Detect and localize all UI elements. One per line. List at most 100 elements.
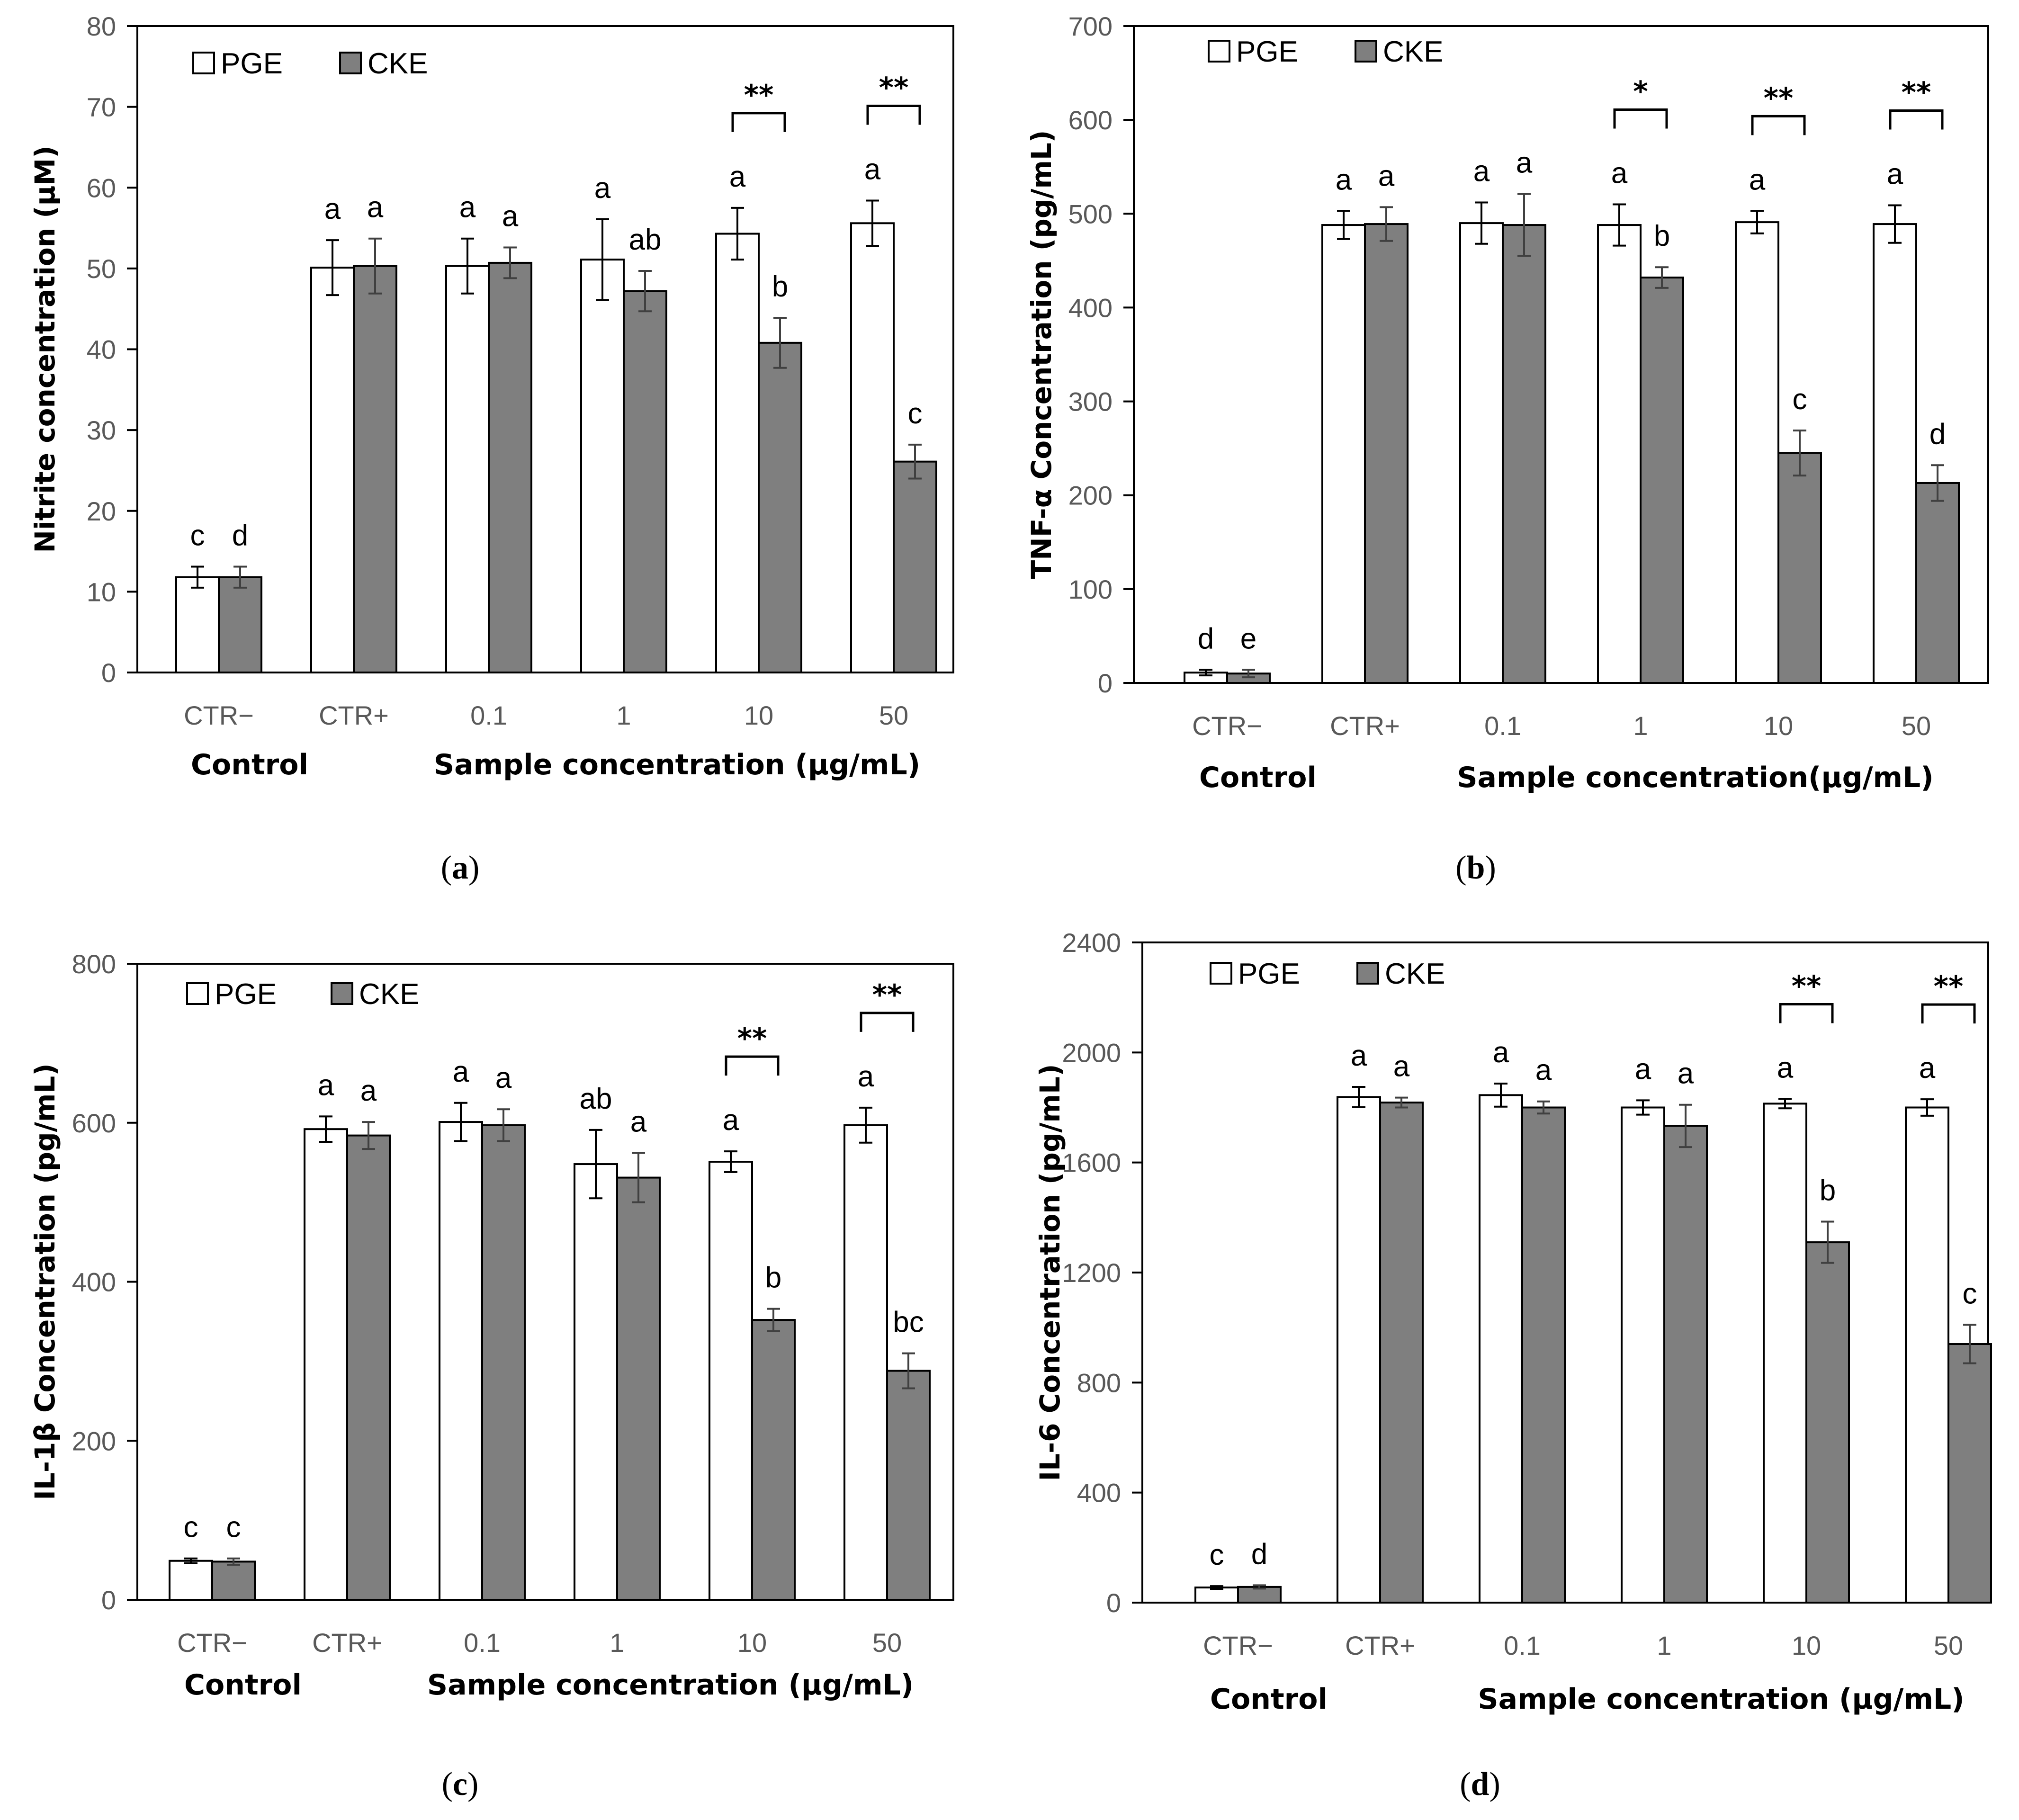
- significance-bracket: [731, 112, 786, 132]
- bar-pge: [175, 576, 220, 673]
- significance-letter: a: [630, 1106, 647, 1139]
- significance-letter: b: [772, 270, 788, 303]
- x-tick-label: 1: [616, 700, 631, 730]
- bar-pge: [169, 1560, 213, 1601]
- significance-letter: d: [232, 519, 248, 552]
- x-tick-label: 1: [1657, 1631, 1671, 1660]
- chart-panel-b: 0 100 200 300 400 500 600 700 TNF-α Concentratio…: [1025, 11, 1989, 886]
- significance-letter: b: [1820, 1174, 1836, 1207]
- bar-pge: [1735, 221, 1779, 684]
- legend-swatch-cke: [1355, 40, 1377, 63]
- bar-pge: [1321, 224, 1366, 684]
- significance-letter: bc: [893, 1306, 924, 1339]
- significance-letter: a: [1919, 1052, 1936, 1085]
- x-tick-label: 0.1: [464, 1628, 501, 1658]
- y-tick-label: 800: [72, 949, 116, 979]
- significance-letter: a: [318, 1069, 334, 1102]
- bar-pge: [709, 1161, 753, 1601]
- bar-cke: [893, 460, 937, 673]
- significance-letter: ab: [629, 224, 662, 256]
- panel-label-open: (: [441, 850, 452, 886]
- x-tick-label: 10: [737, 1628, 767, 1658]
- legend-swatch-pge: [192, 52, 215, 74]
- panel-label-letter: b: [1467, 850, 1485, 886]
- legend-swatch-cke: [1356, 962, 1379, 985]
- x-tick-label: 10: [744, 700, 773, 730]
- significance-letter: a: [1336, 163, 1352, 196]
- y-tick-label: 1600: [1062, 1148, 1121, 1178]
- panel-label-open: (: [442, 1766, 453, 1802]
- y-tick-label: 2400: [1062, 928, 1121, 958]
- y-tick-label: 60: [87, 173, 116, 203]
- y-tick-label: 600: [1068, 105, 1113, 135]
- y-tick-label: 20: [87, 496, 116, 526]
- significance-letter: c: [190, 519, 205, 552]
- bar-cke: [218, 576, 262, 673]
- significance-letter: a: [1493, 1036, 1509, 1069]
- legend-label-pge: PGE: [1238, 958, 1300, 990]
- significance-letter: a: [723, 1104, 739, 1137]
- y-tick-label: 800: [1077, 1368, 1121, 1398]
- significance-letter: e: [1240, 622, 1256, 655]
- significance-bracket: [1921, 1003, 1976, 1024]
- legend-swatch-cke: [331, 982, 353, 1005]
- significance-bracket: [1751, 115, 1806, 135]
- significance-stars: **: [737, 1022, 767, 1055]
- significance-letter: a: [502, 200, 519, 233]
- panel-label-letter: c: [453, 1766, 467, 1802]
- panel-label: (a): [441, 850, 480, 886]
- y-tick-label: 40: [87, 335, 116, 365]
- y-tick-label: 400: [1077, 1478, 1121, 1508]
- legend-label-pge: PGE: [1236, 36, 1298, 68]
- x-tick-label: 0.1: [470, 700, 507, 730]
- significance-letter: a: [1351, 1040, 1367, 1072]
- x-tick-label: 1: [610, 1628, 624, 1658]
- bar-pge: [439, 1121, 483, 1601]
- bar-pge: [715, 233, 760, 674]
- bar-pge: [1905, 1106, 1949, 1604]
- group-label-control: Control: [191, 748, 308, 781]
- significance-bracket: [725, 1055, 780, 1076]
- y-tick-label: 200: [72, 1426, 116, 1456]
- bar-cke: [758, 341, 802, 673]
- bar-pge: [1621, 1106, 1665, 1604]
- significance-stars: **: [1934, 970, 1964, 1003]
- significance-letter: c: [1793, 383, 1807, 416]
- significance-letter: a: [1378, 160, 1395, 192]
- significance-letter: a: [459, 191, 476, 224]
- bar-cke: [481, 1124, 526, 1601]
- significance-letter: a: [453, 1056, 469, 1088]
- x-tick-label: CTR+: [1345, 1631, 1415, 1660]
- significance-letter: a: [864, 153, 881, 186]
- x-tick-label: CTR−: [1203, 1631, 1273, 1660]
- y-tick-label: 200: [1068, 481, 1113, 511]
- bar-cke: [1379, 1102, 1424, 1604]
- panel-label: (c): [442, 1766, 479, 1802]
- significance-stars: **: [1792, 969, 1822, 1003]
- y-axis-title: TNF-α Concentration (pg/mL): [1025, 130, 1058, 579]
- panel-label-close: ): [1485, 850, 1496, 886]
- y-tick-label: 400: [72, 1267, 116, 1297]
- group-label-control: Control: [1210, 1683, 1328, 1716]
- plot-frame: [1133, 25, 1989, 684]
- bar-pge: [1337, 1096, 1381, 1604]
- significance-letter: a: [495, 1062, 512, 1094]
- group-label-sample: Sample concentration (μg/mL): [427, 1668, 914, 1702]
- y-axis-title: IL-1β Concentration (pg/mL): [29, 1063, 61, 1500]
- significance-letter: a: [1611, 157, 1628, 189]
- significance-letter: a: [1473, 155, 1490, 188]
- legend-label-pge: PGE: [221, 47, 283, 80]
- significance-stars: **: [744, 79, 774, 112]
- significance-letter: a: [1777, 1051, 1794, 1084]
- bar-pge: [304, 1128, 348, 1601]
- y-tick-label: 300: [1068, 387, 1113, 417]
- bar-cke: [623, 290, 667, 673]
- significance-letter: a: [360, 1075, 377, 1107]
- bar-cke: [211, 1560, 256, 1601]
- y-tick-label: 0: [1098, 668, 1113, 698]
- bar-cke: [1521, 1106, 1566, 1604]
- significance-letter: a: [367, 191, 384, 224]
- bar-cke: [751, 1319, 796, 1601]
- bar-pge: [850, 222, 895, 673]
- bar-cke: [886, 1370, 931, 1601]
